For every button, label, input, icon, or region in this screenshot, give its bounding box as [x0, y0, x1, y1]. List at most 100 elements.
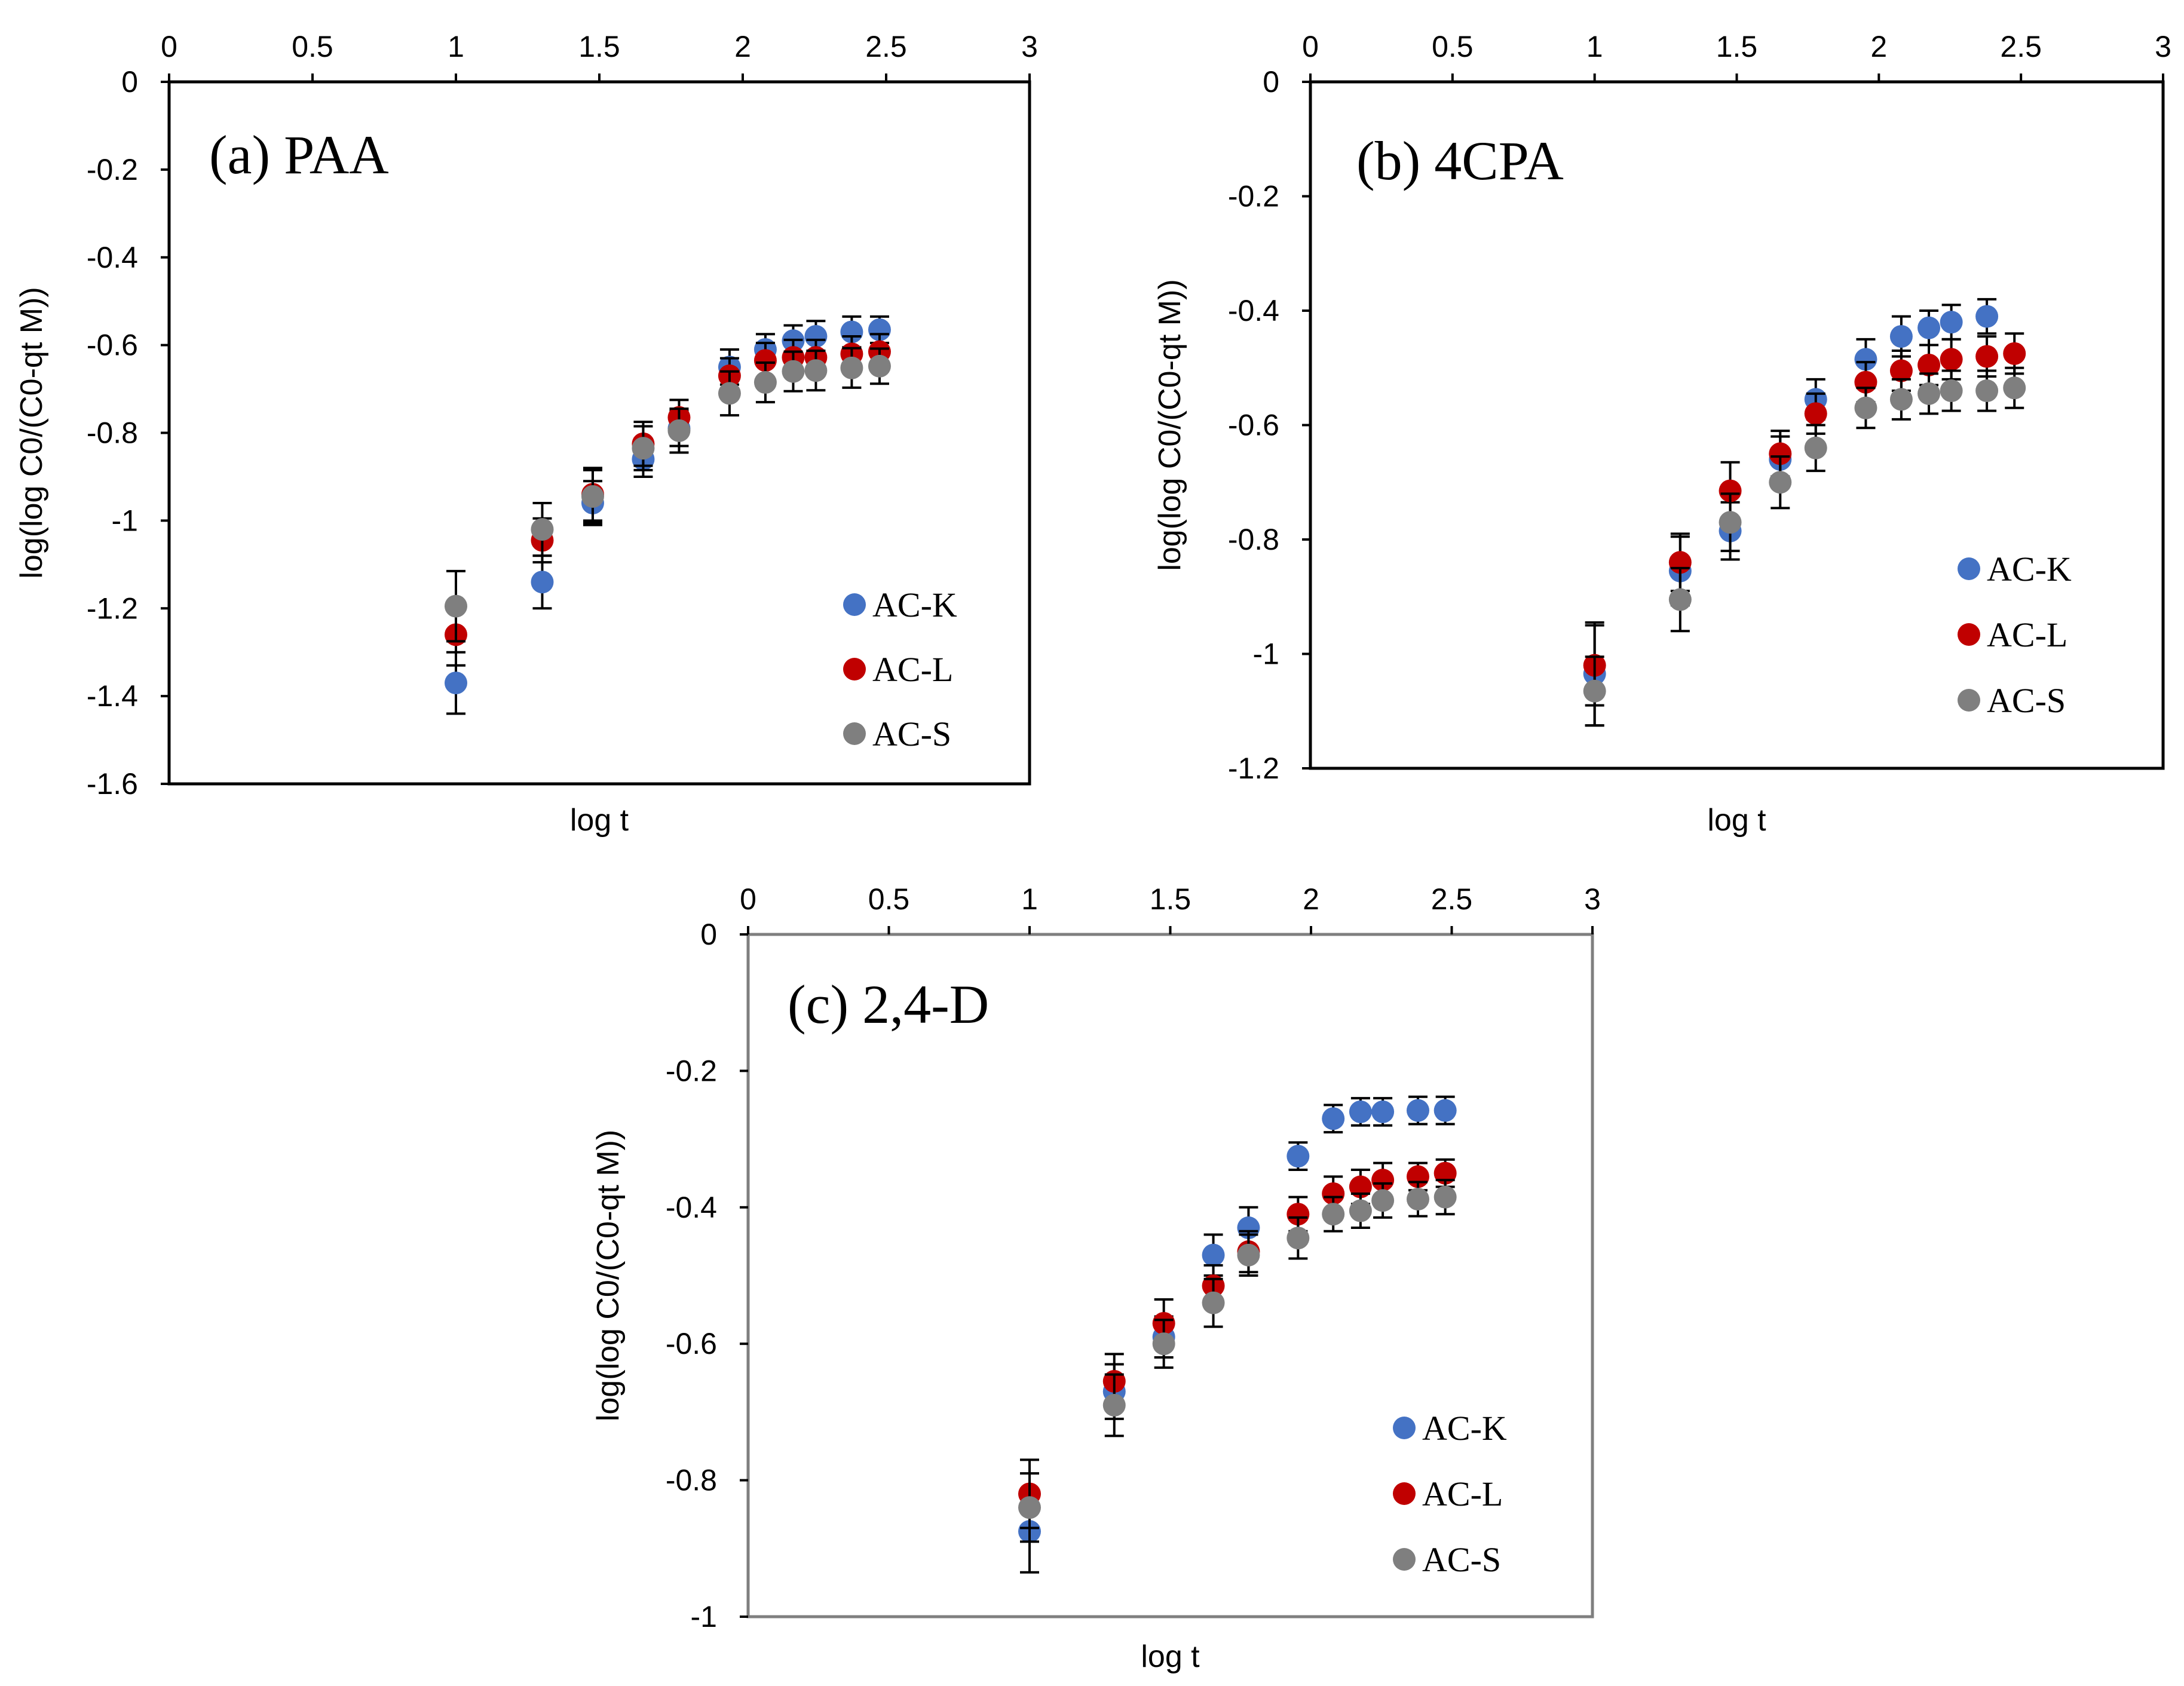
data-point — [840, 356, 863, 379]
legend-label: AC-S — [1987, 681, 2066, 720]
x-tick-label: 0.5 — [292, 30, 333, 63]
data-point — [1889, 359, 1913, 382]
x-axis-label: log t — [1141, 1639, 1200, 1674]
data-point — [1719, 479, 1742, 502]
data-point — [1349, 1199, 1372, 1222]
y-axis-label: log(log C0/(C0-qt M)) — [591, 1130, 626, 1421]
legend-label: AC-K — [1422, 1409, 1507, 1448]
data-point — [1854, 396, 1877, 419]
data-point — [718, 382, 741, 405]
data-point — [1406, 1099, 1429, 1122]
y-tick-label: 0 — [121, 65, 138, 99]
data-point — [667, 419, 691, 442]
y-tick-label: -0.8 — [666, 1464, 717, 1497]
x-tick-label: 1 — [1586, 30, 1603, 63]
x-tick-label: 2.5 — [865, 30, 907, 63]
data-point — [1917, 382, 1941, 405]
legend-marker — [1393, 1417, 1416, 1439]
x-tick-label: 1 — [1021, 882, 1038, 916]
data-point — [1975, 379, 1999, 403]
data-point — [1152, 1332, 1175, 1356]
data-point — [1202, 1291, 1225, 1314]
data-point — [1769, 442, 1792, 465]
series-AC-S — [1583, 366, 2026, 727]
data-point — [1018, 1496, 1041, 1519]
data-point — [1940, 379, 1963, 403]
legend-marker — [1958, 623, 1980, 646]
data-point — [1719, 511, 1742, 534]
data-point — [2003, 376, 2026, 400]
data-point — [1202, 1243, 1225, 1267]
series-AC-S — [1018, 1179, 1457, 1543]
y-tick-label: -0.2 — [666, 1054, 717, 1087]
plot-frame — [746, 933, 1594, 1618]
data-point — [1940, 311, 1963, 334]
data-point — [1286, 1203, 1310, 1226]
panel-a: 0 0.5 1 1.5 2 2.5 3 0 -0.2 -0.4 -0.6 -0.8 -1 -1.2 -1.4… — [14, 30, 1038, 838]
legend-marker — [843, 722, 866, 745]
data-point — [1854, 348, 1877, 371]
legend-marker — [843, 593, 866, 616]
series-AC-L — [1018, 1158, 1457, 1529]
legend-marker — [1958, 689, 1980, 712]
x-tick-label: 0.5 — [1432, 30, 1474, 63]
x-tick-label: 2 — [1303, 882, 1319, 916]
panel-title: (c) 2,4-D — [788, 974, 989, 1035]
data-point — [1371, 1100, 1395, 1123]
y-tick-label: -0.6 — [87, 329, 138, 362]
data-point — [868, 318, 891, 341]
data-point — [1433, 1185, 1457, 1209]
y-tick-label: -1.2 — [1228, 752, 1279, 785]
y-tick-label: -0.4 — [1228, 294, 1279, 327]
series-AC-S — [445, 347, 891, 643]
data-point — [1406, 1188, 1429, 1211]
y-tick-label: -0.8 — [1228, 523, 1279, 556]
data-point — [1889, 388, 1913, 411]
data-point — [1804, 436, 1827, 459]
legend-label: AC-K — [872, 585, 957, 624]
legend: AC-K AC-L AC-S — [1958, 550, 2072, 720]
data-point — [445, 594, 467, 618]
x-tick-label: 1.5 — [1150, 882, 1191, 916]
y-tick-label: 0 — [700, 918, 717, 951]
legend-marker — [1393, 1548, 1416, 1571]
y-tick-label: -0.6 — [666, 1327, 717, 1360]
panel-title: (a) PAA — [209, 124, 389, 185]
data-point — [1583, 679, 1606, 703]
data-point — [1975, 345, 1999, 368]
legend-marker — [1958, 557, 1980, 580]
x-tick-label: 1 — [448, 30, 464, 63]
data-point — [1917, 316, 1941, 339]
y-tick-label: -0.6 — [1228, 409, 1279, 442]
data-point — [1322, 1107, 1345, 1130]
panel-c: 0 0.5 1 1.5 2 2.5 3 0 -0.2 -0.4 -0.6 -0.8 -1 (c) 2,4-… — [591, 882, 1601, 1674]
legend-marker — [1393, 1482, 1416, 1505]
data-point — [1804, 402, 1827, 425]
legend: AC-K AC-L AC-S — [1393, 1409, 1507, 1579]
legend-label: AC-S — [872, 715, 951, 753]
series-AC-L — [445, 333, 891, 667]
data-point — [1889, 325, 1913, 348]
data-point — [531, 571, 554, 594]
y-tick-label: -0.2 — [87, 153, 138, 186]
data-point — [753, 349, 777, 372]
data-point — [632, 437, 655, 460]
data-point — [1433, 1099, 1457, 1122]
data-point — [1322, 1203, 1345, 1226]
x-tick-label: 0 — [1302, 30, 1319, 63]
y-tick-label: -0.8 — [87, 416, 138, 450]
data-point — [1237, 1243, 1260, 1267]
data-point — [1917, 353, 1941, 376]
y-tick-label: -1.2 — [87, 591, 138, 625]
x-tick-label: 2 — [1870, 30, 1887, 63]
x-tick-label: 2.5 — [2000, 30, 2042, 63]
y-tick-label: -1.4 — [87, 679, 138, 713]
data-point — [1371, 1169, 1395, 1192]
x-tick-label: 1.5 — [1716, 30, 1758, 63]
legend-label: AC-L — [1422, 1475, 1503, 1513]
legend-label: AC-L — [1987, 615, 2067, 654]
y-axis-label: log(log C0/(C0-qt M)) — [1153, 279, 1187, 571]
panel-title: (b) 4CPA — [1356, 130, 1564, 191]
x-tick-label: 0 — [161, 30, 177, 63]
